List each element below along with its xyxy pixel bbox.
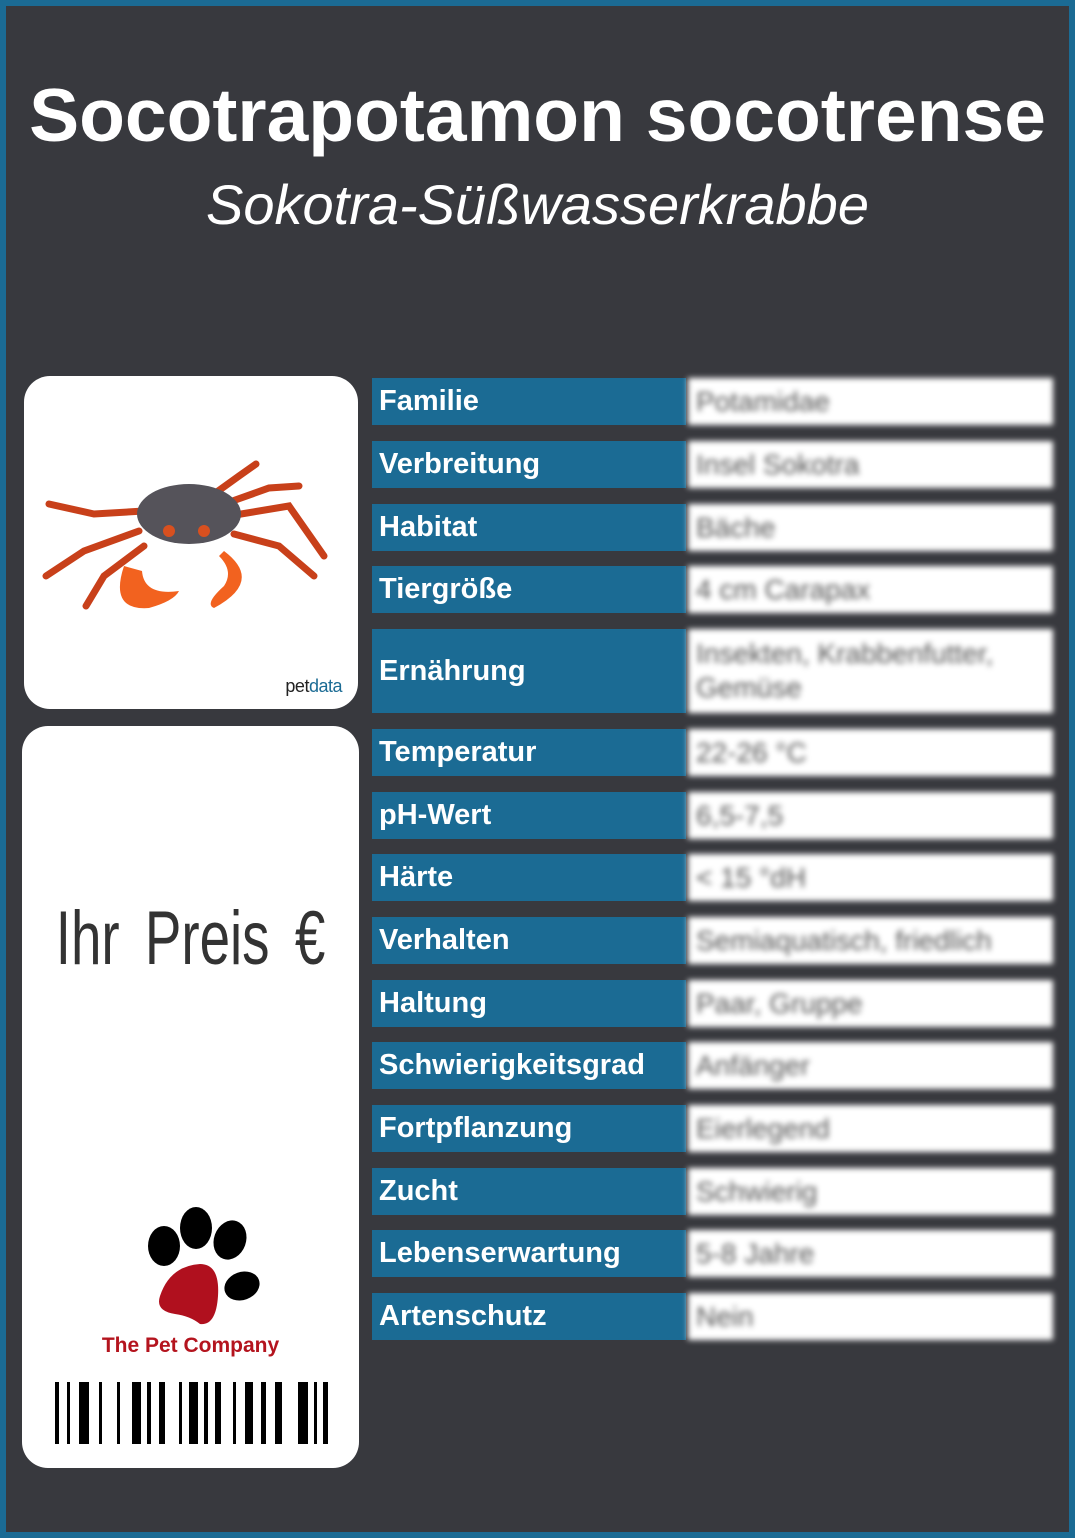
barcode-bar xyxy=(79,1382,89,1444)
row-label: Verbreitung xyxy=(372,441,686,488)
petdata-logo: petdata xyxy=(285,676,342,696)
brand-name: The Pet Company xyxy=(101,1334,280,1357)
info-row: pH-Wert 6,5-7,5 xyxy=(372,792,1053,839)
price-label: Ihr Preis € xyxy=(55,896,326,981)
price-card: Ihr Preis € The Pet Company xyxy=(22,726,359,1468)
info-row: Härte < 15 °dH xyxy=(372,854,1053,901)
barcode-bar xyxy=(233,1382,236,1444)
row-value: 4 cm Carapax xyxy=(688,566,1053,613)
row-label: Familie xyxy=(372,378,686,425)
row-value: Bäche xyxy=(688,504,1053,551)
barcode-bar xyxy=(275,1382,282,1444)
barcode-bar xyxy=(189,1382,198,1444)
row-value: Semiaquatisch, friedlich xyxy=(688,917,1053,964)
barcode-bar xyxy=(67,1382,70,1444)
info-row: Schwierigkeitsgrad Anfänger xyxy=(372,1042,1053,1089)
barcode-bar xyxy=(298,1382,308,1444)
info-row: Temperatur 22-26 °C xyxy=(372,729,1053,776)
info-row: Familie Potamidae xyxy=(372,378,1053,425)
row-value: Insekten, Krabbenfutter, Gemüse xyxy=(688,629,1053,713)
row-value: 5-8 Jahre xyxy=(688,1230,1053,1277)
info-row: Verhalten Semiaquatisch, friedlich xyxy=(372,917,1053,964)
info-row: Fortpflanzung Eierlegend xyxy=(372,1105,1053,1152)
row-label: Haltung xyxy=(372,980,686,1027)
row-value: Potamidae xyxy=(688,378,1053,425)
row-value: 22-26 °C xyxy=(688,729,1053,776)
barcode-bar xyxy=(215,1382,221,1444)
row-label: Härte xyxy=(372,854,686,901)
common-name: Sokotra-Süßwasserkrabbe xyxy=(206,173,869,236)
info-row: Artenschutz Nein xyxy=(372,1293,1053,1340)
barcode-bar xyxy=(323,1382,328,1444)
barcode-bar xyxy=(314,1382,317,1444)
barcode-bar xyxy=(99,1382,102,1444)
row-value: 6,5-7,5 xyxy=(688,792,1053,839)
row-label: Zucht xyxy=(372,1168,686,1215)
barcode xyxy=(55,1382,328,1444)
info-row: Haltung Paar, Gruppe xyxy=(372,980,1053,1027)
barcode-bar xyxy=(132,1382,141,1444)
row-label: Lebenserwartung xyxy=(372,1230,686,1277)
barcode-bar xyxy=(55,1382,59,1444)
row-value: < 15 °dH xyxy=(688,854,1053,901)
row-label: Ernährung xyxy=(372,629,686,713)
barcode-bar xyxy=(159,1382,165,1444)
barcode-bar xyxy=(245,1382,253,1444)
row-label: Fortpflanzung xyxy=(372,1105,686,1152)
info-row: Zucht Schwierig xyxy=(372,1168,1053,1215)
crab-image xyxy=(42,460,328,610)
row-value: Insel Sokotra xyxy=(688,441,1053,488)
row-value: Eierlegend xyxy=(688,1105,1053,1152)
row-label: Tiergröße xyxy=(372,566,686,613)
barcode-bar xyxy=(204,1382,208,1444)
row-label: Verhalten xyxy=(372,917,686,964)
row-value: Paar, Gruppe xyxy=(688,980,1053,1027)
animal-photo-card: petdata xyxy=(24,376,358,709)
barcode-bar xyxy=(147,1382,151,1444)
row-value: Anfänger xyxy=(688,1042,1053,1089)
row-label: Habitat xyxy=(372,504,686,551)
row-value: Schwierig xyxy=(688,1168,1053,1215)
paw-logo-icon xyxy=(148,1207,260,1325)
info-row: Habitat Bäche xyxy=(372,504,1053,551)
row-label: Temperatur xyxy=(372,729,686,776)
scientific-name: Socotrapotamon socotrense xyxy=(29,73,1046,157)
info-row: Tiergröße 4 cm Carapax xyxy=(372,566,1053,613)
row-label: pH-Wert xyxy=(372,792,686,839)
row-label: Schwierigkeitsgrad xyxy=(372,1042,686,1089)
barcode-bar xyxy=(261,1382,266,1444)
row-label: Artenschutz xyxy=(372,1293,686,1340)
info-row: Verbreitung Insel Sokotra xyxy=(372,441,1053,488)
info-row: Lebenserwartung 5-8 Jahre xyxy=(372,1230,1053,1277)
barcode-bar xyxy=(179,1382,182,1444)
info-row: Ernährung Insekten, Krabbenfutter, Gemüse xyxy=(372,629,1053,713)
row-value: Nein xyxy=(688,1293,1053,1340)
barcode-bar xyxy=(117,1382,120,1444)
